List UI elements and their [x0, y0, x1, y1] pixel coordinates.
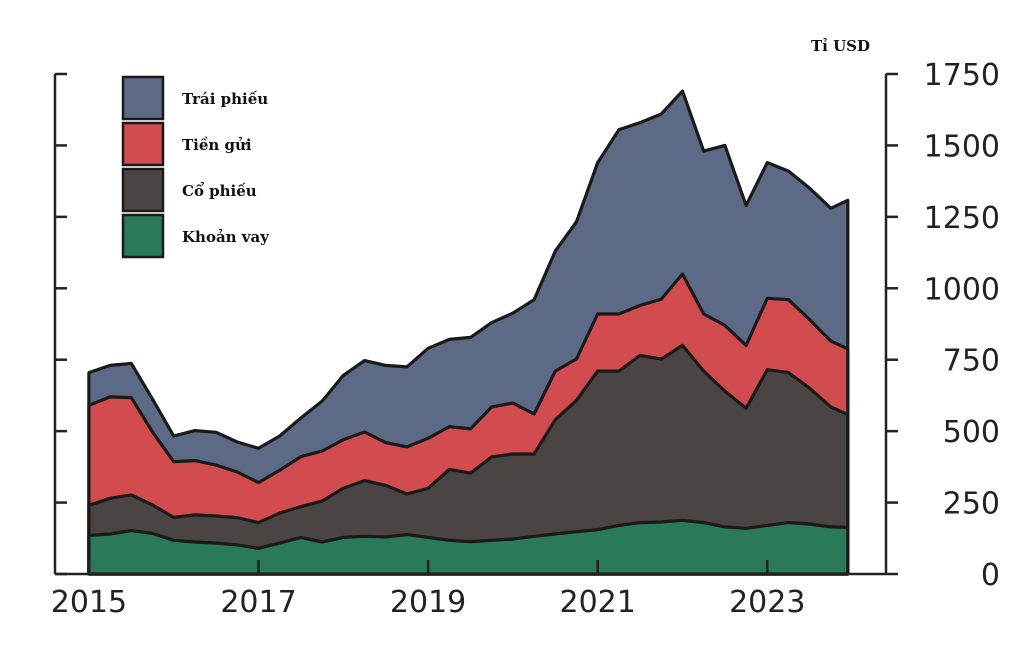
area-khoan-vay [87, 518, 850, 576]
x-tick-label: 2015 [51, 585, 127, 620]
legend-swatch [121, 167, 165, 213]
y-tick-label: 1250 [924, 201, 1000, 236]
y-unit-label: Tỉ USD [811, 37, 870, 55]
legend-swatch [121, 213, 165, 259]
legend-swatch [121, 121, 165, 167]
area-co-phieu [87, 343, 850, 576]
legend-label: Cổ phiếu [182, 182, 257, 200]
legend-label: Khoản vay [182, 228, 270, 246]
x-tick-label: 2023 [729, 585, 805, 620]
legend-swatch [121, 75, 165, 121]
y-tick-label: 1750 [924, 58, 1000, 93]
legend: Trái phiếu Tiền gửi Cổ phiếu Khoản vay [121, 75, 270, 259]
y-tick-label: 0 [981, 558, 1000, 593]
area-layers [87, 89, 850, 576]
x-tick-label: 2019 [390, 585, 466, 620]
y-tick-label: 500 [943, 415, 1000, 450]
x-tick-label: 2021 [560, 585, 636, 620]
axes [53, 74, 888, 576]
y-tick-label: 250 [943, 487, 1000, 522]
y-tick-label: 1000 [924, 272, 1000, 307]
legend-label: Tiền gửi [182, 136, 252, 154]
y-tick-label: 750 [943, 344, 1000, 379]
x-tick-label: 2017 [220, 585, 296, 620]
tick-marks: 0 250 500 750 1000 1250 1500 1750 2015 2017 2019 20… [51, 58, 1000, 620]
legend-label: Trái phiếu [182, 90, 268, 108]
y-tick-label: 1500 [924, 129, 1000, 164]
